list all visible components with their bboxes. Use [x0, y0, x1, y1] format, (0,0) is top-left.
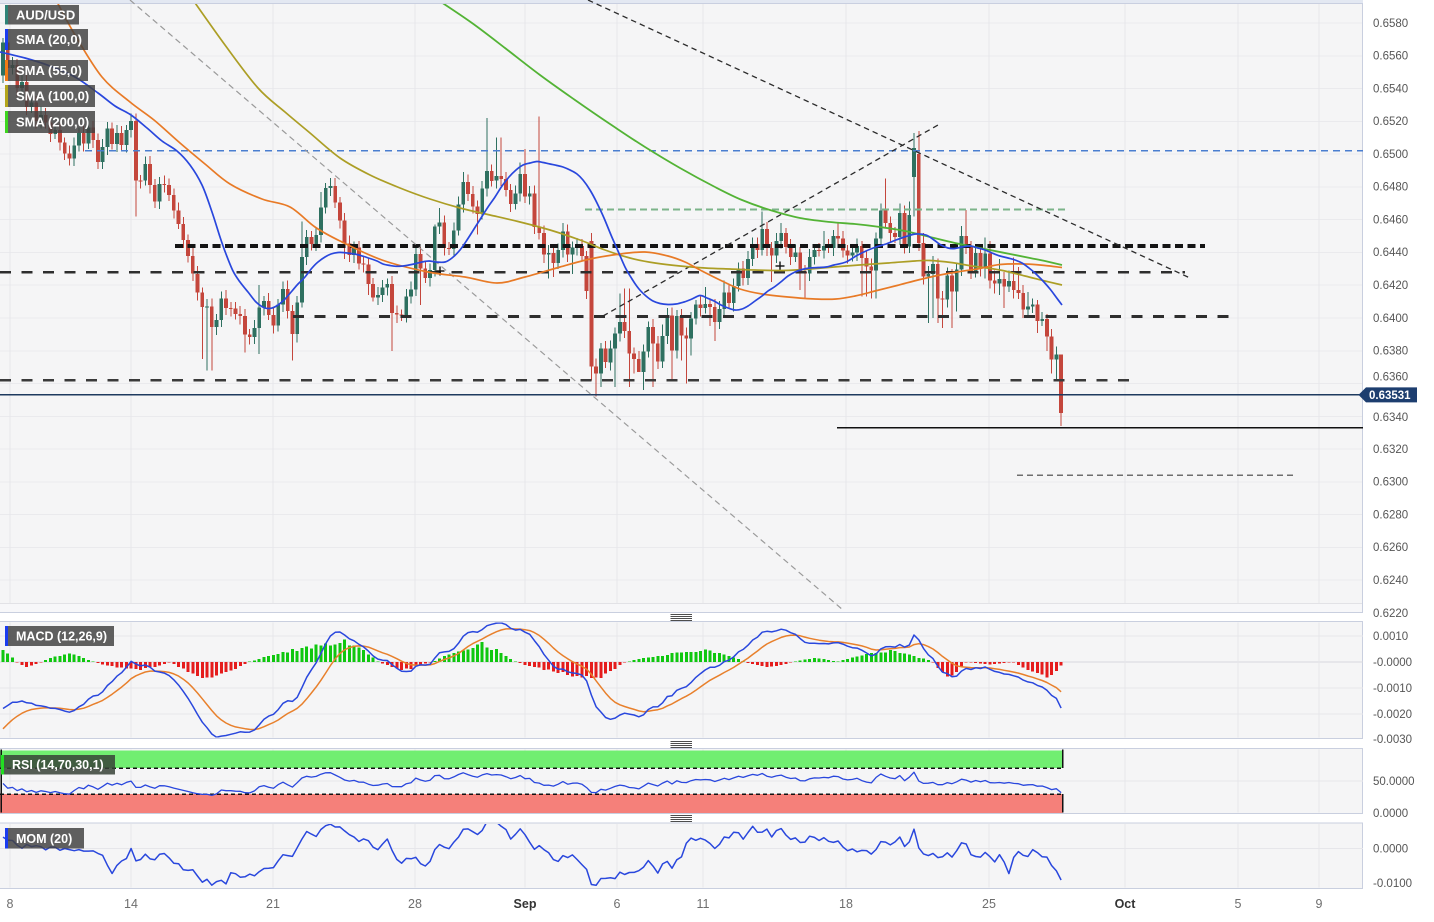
svg-text:0.6480: 0.6480: [1373, 182, 1408, 194]
svg-text:-0.0100: -0.0100: [1373, 878, 1412, 890]
svg-text:28: 28: [408, 897, 422, 911]
svg-text:SMA (55,0): SMA (55,0): [16, 63, 82, 78]
svg-text:0.0000: 0.0000: [1373, 843, 1408, 855]
svg-text:0.6240: 0.6240: [1373, 575, 1408, 587]
svg-text:0.6400: 0.6400: [1373, 313, 1408, 325]
svg-text:25: 25: [982, 897, 996, 911]
svg-text:8: 8: [7, 897, 14, 911]
svg-text:0.6300: 0.6300: [1373, 477, 1408, 489]
svg-text:0.6420: 0.6420: [1373, 280, 1408, 292]
svg-text:0.6580: 0.6580: [1373, 18, 1408, 30]
svg-text:6: 6: [614, 897, 621, 911]
svg-text:0.6460: 0.6460: [1373, 215, 1408, 227]
svg-text:11: 11: [697, 897, 710, 911]
svg-text:0.6360: 0.6360: [1373, 371, 1408, 383]
svg-text:0.6260: 0.6260: [1373, 542, 1408, 554]
svg-text:0.6560: 0.6560: [1373, 51, 1408, 63]
svg-text:MOM (20): MOM (20): [16, 832, 72, 846]
svg-text:0.6520: 0.6520: [1373, 116, 1408, 128]
svg-text:SMA (200,0): SMA (200,0): [16, 115, 89, 130]
svg-text:-0.0010: -0.0010: [1373, 683, 1412, 695]
svg-text:0.0000: 0.0000: [1373, 808, 1408, 820]
svg-text:0.63531: 0.63531: [1369, 390, 1411, 402]
svg-text:RSI (14,70,30,1): RSI (14,70,30,1): [12, 758, 104, 772]
svg-text:0.6280: 0.6280: [1373, 510, 1408, 522]
svg-text:9: 9: [1316, 897, 1323, 911]
svg-text:MACD (12,26,9): MACD (12,26,9): [16, 630, 107, 644]
svg-text:0.6380: 0.6380: [1373, 346, 1408, 358]
svg-text:0.0010: 0.0010: [1373, 631, 1408, 643]
svg-text:0.6340: 0.6340: [1373, 412, 1408, 424]
svg-text:14: 14: [124, 897, 138, 911]
svg-text:18: 18: [839, 897, 853, 911]
svg-text:0.6500: 0.6500: [1373, 149, 1408, 161]
svg-text:-0.0020: -0.0020: [1373, 709, 1412, 721]
svg-text:-0.0000: -0.0000: [1373, 657, 1412, 669]
svg-text:50.0000: 50.0000: [1373, 776, 1415, 788]
svg-text:0.6440: 0.6440: [1373, 247, 1408, 259]
svg-text:21: 21: [266, 897, 280, 911]
svg-text:Oct: Oct: [1115, 897, 1137, 911]
svg-text:SMA (20,0): SMA (20,0): [16, 32, 82, 47]
svg-text:5: 5: [1235, 897, 1242, 911]
svg-text:Sep: Sep: [514, 897, 537, 911]
svg-text:SMA (100,0): SMA (100,0): [16, 89, 89, 104]
svg-text:AUD/USD: AUD/USD: [16, 7, 75, 22]
svg-text:0.6540: 0.6540: [1373, 83, 1408, 95]
svg-text:0.6220: 0.6220: [1373, 608, 1408, 620]
svg-text:-0.0030: -0.0030: [1373, 734, 1412, 746]
svg-text:0.6320: 0.6320: [1373, 444, 1408, 456]
